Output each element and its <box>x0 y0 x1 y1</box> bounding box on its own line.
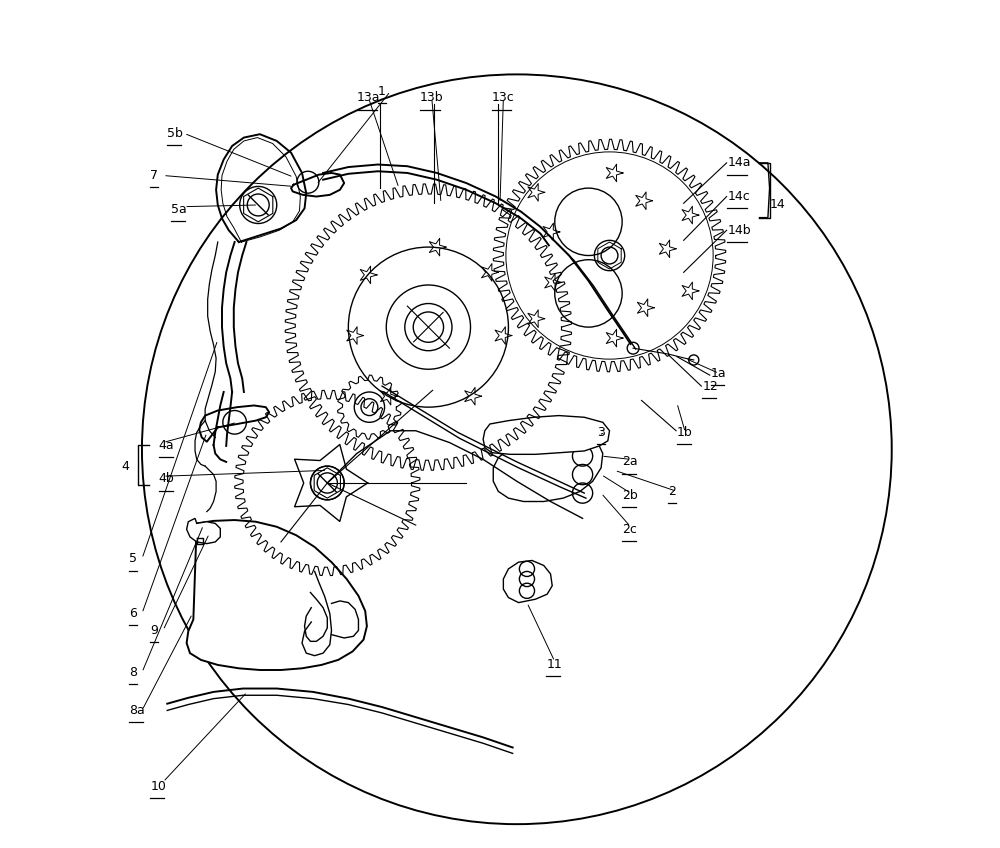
Polygon shape <box>187 520 367 670</box>
Polygon shape <box>187 518 220 544</box>
Polygon shape <box>503 561 552 603</box>
Text: 13a: 13a <box>357 92 380 104</box>
Text: 1b: 1b <box>677 426 693 439</box>
Text: 9: 9 <box>150 624 158 637</box>
Text: 3: 3 <box>597 426 605 439</box>
Text: 8a: 8a <box>129 704 145 717</box>
Text: 8: 8 <box>129 666 137 679</box>
Text: 5a: 5a <box>171 203 187 215</box>
Text: 5b: 5b <box>167 127 183 140</box>
Text: 1a: 1a <box>711 367 726 380</box>
Text: 14: 14 <box>770 198 785 211</box>
Text: 2: 2 <box>668 485 676 498</box>
Polygon shape <box>483 416 610 455</box>
Text: 14a: 14a <box>727 156 751 170</box>
Text: 4: 4 <box>121 460 129 472</box>
Text: 13c: 13c <box>492 92 514 104</box>
Text: 11: 11 <box>546 657 562 671</box>
Text: 12: 12 <box>702 380 718 393</box>
Text: 14b: 14b <box>727 224 751 237</box>
Text: 1: 1 <box>378 85 386 98</box>
Text: 4b: 4b <box>159 472 175 485</box>
Text: 2c: 2c <box>622 523 637 536</box>
Text: 13b: 13b <box>420 92 444 104</box>
Polygon shape <box>493 429 603 501</box>
Text: 14c: 14c <box>727 190 750 203</box>
Text: 6: 6 <box>129 607 137 620</box>
Text: 10: 10 <box>150 780 166 793</box>
Text: 2b: 2b <box>622 489 638 502</box>
Text: 2a: 2a <box>622 455 638 468</box>
Text: 4a: 4a <box>159 438 174 452</box>
Text: 7: 7 <box>150 169 158 182</box>
Text: 5: 5 <box>129 552 137 566</box>
